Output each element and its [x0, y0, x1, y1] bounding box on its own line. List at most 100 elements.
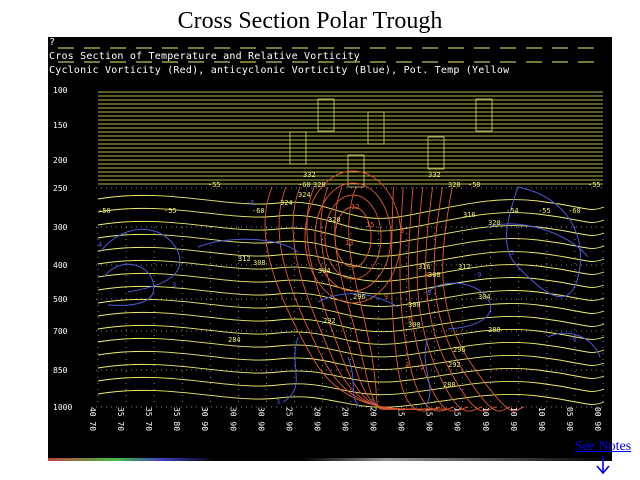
bottom-axis-label: 25 90 — [284, 407, 293, 431]
isentrope-line — [97, 194, 605, 219]
theta-label: 288 — [488, 326, 501, 334]
anticyclonic-contour — [347, 356, 361, 408]
bottom-axis-label: 30 90 — [228, 407, 237, 431]
isentrope-line — [97, 285, 605, 307]
isentrope-label-cluster — [317, 98, 335, 132]
cyclonic-contour — [314, 182, 392, 292]
bottom-axis-label: 35 70 — [116, 407, 125, 431]
bottom-axis-label: 20 90 — [312, 407, 321, 431]
theta-label: 324 — [280, 199, 293, 207]
bottom-axis-label: 20 90 — [341, 407, 350, 431]
anticyclonic-contour — [505, 186, 581, 298]
isentrope-label-cluster — [427, 136, 445, 170]
header-line-2: Cyclonic Vorticity (Red), anticyclonic V… — [49, 65, 510, 76]
theta-label: 320 — [328, 216, 341, 224]
theta-label: 300 — [408, 301, 421, 309]
isentrope-line — [97, 272, 605, 295]
pressure-label: 100 — [53, 86, 68, 95]
theta-label: 296 — [353, 293, 366, 301]
theta-label: 328 — [448, 181, 461, 189]
cyclonic-label: 15 — [366, 221, 374, 229]
cross-section-plot: 100 150 200 250 300 400 500 700 850 1000 40 70 35 7… — [53, 47, 606, 431]
bottom-axis-label: 15 90 — [453, 407, 462, 431]
anticyclonic-label: 4 — [98, 241, 102, 249]
theta-label: 308 — [428, 271, 441, 279]
theta-label: 324 — [298, 191, 311, 199]
pressure-label: 250 — [53, 184, 68, 193]
cyclonic-contour — [264, 186, 525, 412]
pressure-label: 500 — [53, 295, 68, 304]
cyclonic-contour — [278, 186, 511, 412]
anticyclonic-label: -6 — [568, 335, 576, 343]
cyclonic-label: 12 — [351, 203, 359, 211]
anticyclonic-contour — [424, 336, 431, 406]
temperature-label: -60 — [298, 181, 311, 189]
isentrope-label-cluster — [475, 98, 493, 132]
anticyclonic-label: -3 — [423, 289, 431, 297]
cyclonic-label: 13 — [345, 239, 353, 247]
anticyclonic-contour — [103, 263, 155, 306]
anticyclonic-contour — [99, 228, 181, 293]
cyclonic-contour — [304, 170, 402, 304]
prompt-text: ? — [49, 37, 56, 48]
bottom-axis-label: 35 70 — [144, 407, 153, 431]
theta-label: 292 — [323, 317, 336, 325]
pressure-label: 200 — [53, 156, 68, 165]
isentrope-line — [97, 246, 605, 270]
isentrope-line — [97, 376, 605, 396]
temperature-label: -54 — [506, 207, 519, 215]
bottom-axis-label: 40 70 — [88, 407, 97, 431]
anticyclonic-contour — [427, 282, 491, 330]
bottom-axis-label: 15 90 — [397, 407, 406, 431]
anticyclonic-label: 3 — [276, 398, 280, 406]
pressure-label: 700 — [53, 327, 68, 336]
theta-label: 300 — [408, 321, 421, 329]
anticyclonic-contour — [317, 293, 399, 308]
isentrope-label-cluster — [367, 111, 385, 145]
theta-label: 296 — [453, 346, 466, 354]
theta-label: 292 — [448, 361, 461, 369]
theta-label: 332 — [428, 171, 441, 179]
anticyclonic-label: 3 — [172, 281, 176, 289]
bottom-axis-label: 15 90 — [425, 407, 434, 431]
theta-label: 304 — [478, 293, 491, 301]
pressure-label: 400 — [53, 261, 68, 270]
anticyclonic-contour — [487, 223, 589, 258]
theta-label: 316 — [418, 263, 431, 271]
see-notes-link[interactable]: See Notes — [566, 439, 640, 475]
bottom-axis-label: 10 90 — [509, 407, 518, 431]
theta-label: 332 — [303, 171, 316, 179]
cyclonic-label: 6 — [426, 271, 430, 279]
temperature-label: -55 — [588, 181, 601, 189]
cyclonic-contour — [324, 194, 382, 280]
anticyclonic-contour — [282, 336, 299, 403]
bottom-axis-label: 30 90 — [256, 407, 265, 431]
cyclonic-label: 3 — [400, 227, 404, 235]
cyclonic-label: 6 — [408, 316, 412, 324]
theta-label: 284 — [228, 336, 241, 344]
anticyclonic-label: 3 — [510, 249, 514, 257]
arrow-down-icon[interactable] — [596, 455, 610, 475]
isentrope-label-cluster — [289, 131, 307, 165]
cyclonic-contour — [348, 186, 441, 412]
theta-label: 316 — [463, 211, 476, 219]
theta-label: 304 — [318, 267, 331, 275]
cyclonic-label: 3 — [405, 361, 409, 369]
cyclonic-label: -3 — [416, 363, 424, 371]
anticyclonic-contour — [547, 332, 601, 358]
bottom-axis-label: 00 90 — [593, 407, 602, 431]
isentrope-line — [97, 259, 605, 282]
cyclonic-label: 9 — [384, 293, 388, 301]
header-line-1: Cros Section of Temperature and Relative… — [49, 51, 361, 62]
temperature-label: -50 — [468, 181, 481, 189]
see-notes-label[interactable]: See Notes — [574, 439, 632, 454]
bottom-axis-label: 05 90 — [565, 407, 574, 431]
pressure-label: 150 — [53, 121, 68, 130]
anticyclonic-contour — [197, 238, 299, 253]
pressure-label: 300 — [53, 223, 68, 232]
isentrope-line — [97, 324, 605, 345]
isentrope-line — [97, 337, 605, 358]
temperature-label: -55 — [208, 181, 221, 189]
temperature-label: -60 — [568, 207, 581, 215]
anticyclonic-label: 3 — [370, 398, 374, 406]
